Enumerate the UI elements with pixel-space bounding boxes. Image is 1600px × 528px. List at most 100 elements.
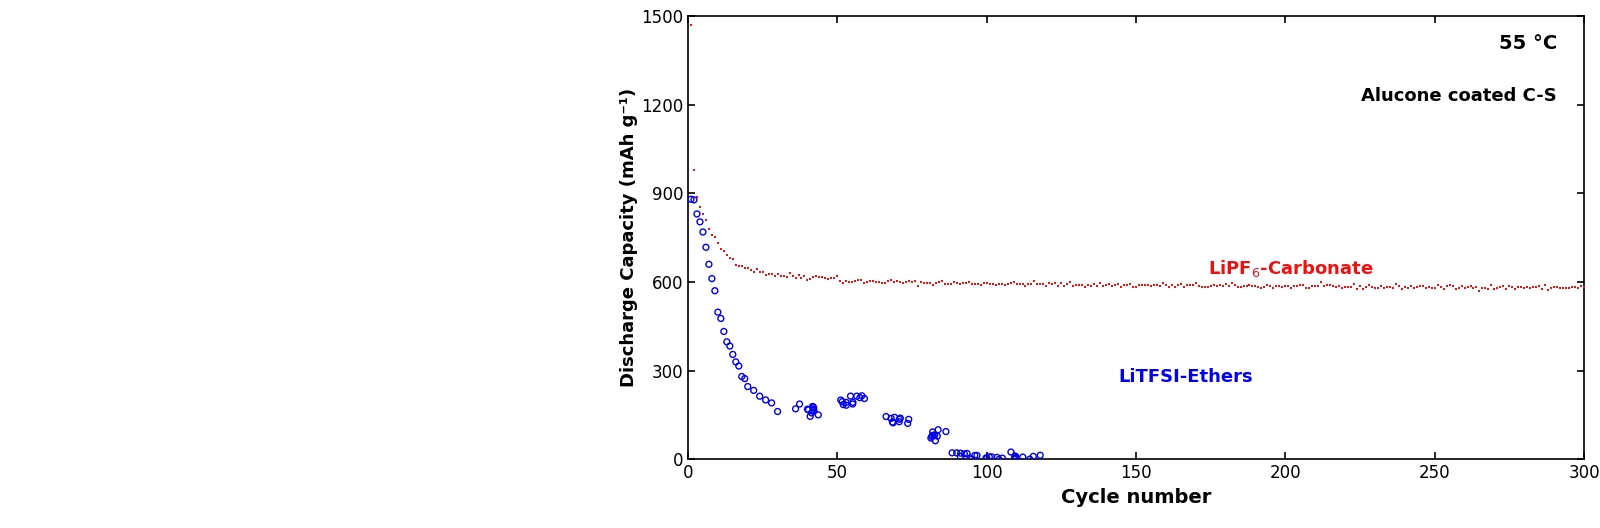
Point xyxy=(1454,282,1480,291)
Point xyxy=(837,278,862,286)
Point xyxy=(1544,283,1570,291)
Point xyxy=(754,395,779,404)
Point xyxy=(1157,282,1182,291)
Point xyxy=(1237,281,1262,289)
Point xyxy=(1061,281,1086,290)
Point xyxy=(1182,279,1208,288)
Point xyxy=(1302,281,1328,290)
Point xyxy=(973,454,998,462)
Point xyxy=(869,279,894,287)
Point xyxy=(1419,284,1445,292)
Point xyxy=(827,396,853,404)
Point xyxy=(1509,283,1534,291)
Point xyxy=(1475,285,1501,293)
Point xyxy=(754,271,779,279)
Point xyxy=(851,394,877,403)
Point xyxy=(1186,282,1211,290)
Point xyxy=(1413,284,1438,293)
Point xyxy=(768,272,794,280)
Point xyxy=(750,268,776,277)
Point xyxy=(706,239,731,247)
Point xyxy=(1018,455,1043,464)
Point xyxy=(955,278,981,286)
Point xyxy=(962,451,987,459)
Point xyxy=(1389,285,1414,294)
Point xyxy=(962,280,987,288)
Point xyxy=(1019,280,1045,288)
Point xyxy=(1117,280,1142,288)
Point xyxy=(1040,279,1066,288)
Point xyxy=(765,407,790,416)
Point xyxy=(1202,281,1227,290)
Point xyxy=(821,274,846,282)
Point xyxy=(1258,282,1283,290)
Point xyxy=(787,400,813,408)
Point xyxy=(1013,282,1038,290)
Point xyxy=(952,450,978,458)
Point xyxy=(874,412,899,421)
Point xyxy=(1240,281,1266,290)
Point xyxy=(866,278,891,286)
Point xyxy=(893,278,918,286)
Point xyxy=(1000,278,1026,286)
Point xyxy=(917,278,942,287)
Point xyxy=(886,415,912,423)
Point xyxy=(1416,283,1442,291)
Point xyxy=(1224,283,1250,291)
Point xyxy=(1382,280,1408,289)
Point xyxy=(958,280,984,288)
Point xyxy=(1517,284,1542,292)
Point xyxy=(717,254,742,262)
Point xyxy=(720,350,746,359)
Point xyxy=(1386,282,1411,290)
Point xyxy=(1022,277,1048,286)
Point xyxy=(1560,282,1586,291)
Point xyxy=(702,287,728,295)
Point xyxy=(1037,279,1062,287)
Point xyxy=(954,279,979,287)
Point xyxy=(880,419,906,427)
Point xyxy=(830,400,856,409)
Point xyxy=(1312,281,1338,290)
Point xyxy=(717,342,742,350)
Point xyxy=(850,392,875,400)
Point xyxy=(1368,282,1394,290)
Point xyxy=(1358,282,1384,291)
Point xyxy=(1088,279,1114,287)
Point xyxy=(1171,282,1197,291)
Point xyxy=(922,431,947,439)
Point xyxy=(846,393,872,402)
Point xyxy=(741,386,766,394)
Point xyxy=(925,432,950,440)
Point xyxy=(696,225,722,234)
Point xyxy=(1443,285,1469,293)
Point xyxy=(1293,284,1318,293)
Point xyxy=(803,272,829,280)
Point xyxy=(1102,280,1128,289)
Point xyxy=(1248,284,1274,292)
Point xyxy=(1138,282,1163,290)
Point xyxy=(1082,280,1107,288)
Point xyxy=(1090,281,1115,290)
Point xyxy=(747,268,773,276)
Point xyxy=(678,195,704,203)
Point xyxy=(1458,282,1483,290)
Point xyxy=(861,276,886,285)
Point xyxy=(971,279,997,287)
Point xyxy=(1464,283,1490,291)
Point xyxy=(947,452,973,460)
Point xyxy=(1075,280,1101,289)
Point xyxy=(1154,281,1179,289)
Point xyxy=(1338,282,1363,291)
Point xyxy=(1323,283,1349,291)
Point xyxy=(1064,281,1090,289)
Point xyxy=(1493,285,1518,293)
Point xyxy=(954,449,979,458)
Point xyxy=(1278,284,1304,292)
Point xyxy=(1058,278,1083,286)
Point xyxy=(1002,455,1027,464)
Point xyxy=(726,362,752,370)
Point xyxy=(782,404,808,413)
Point xyxy=(1275,282,1301,290)
Point xyxy=(990,454,1016,463)
